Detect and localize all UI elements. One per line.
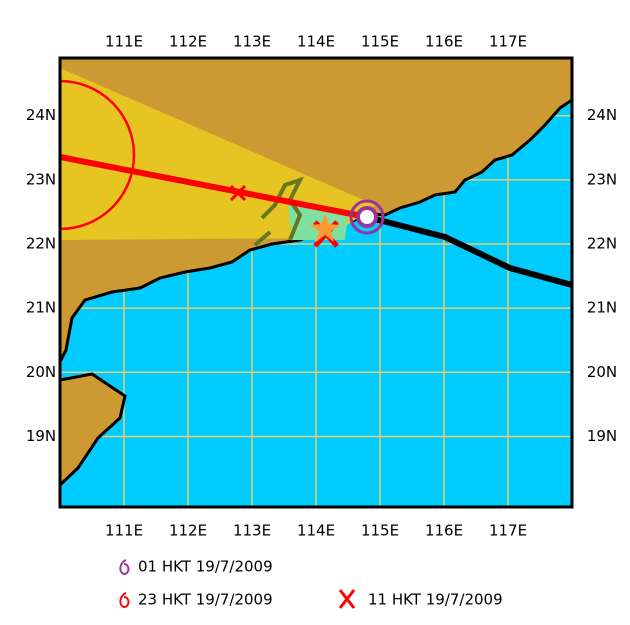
lat-label-right: 23N — [587, 170, 617, 188]
lon-label-bottom: 117E — [489, 522, 527, 540]
hk-star — [310, 214, 340, 242]
legend-label: 11 HKT 19/7/2009 — [368, 591, 503, 609]
lon-label-top: 112E — [169, 33, 207, 51]
lon-label-bottom: 115E — [361, 522, 399, 540]
forecast-cone — [60, 68, 375, 240]
past-track — [366, 214, 572, 288]
legend-label: 01 HKT 19/7/2009 — [138, 558, 273, 576]
lon-label-top: 116E — [425, 33, 463, 51]
legend-symbol-purple — [119, 559, 130, 576]
lon-label-top: 117E — [489, 33, 527, 51]
current-position-ring — [349, 199, 385, 235]
lon-label-bottom: 116E — [425, 522, 463, 540]
lat-label-left: 22N — [26, 235, 56, 253]
lat-label-left: 21N — [26, 299, 56, 317]
forecast-track — [60, 154, 368, 220]
map-frame — [58, 56, 574, 509]
lat-label-left: 20N — [26, 363, 56, 381]
legend-symbol-x — [338, 589, 356, 609]
axis-labels: 111E 111E 112E 112E 113E 113E 114E 114E 115E 115E… — [26, 33, 617, 540]
lat-label-left: 19N — [26, 427, 56, 445]
lat-label-right: 24N — [587, 106, 617, 124]
lat-label-left: 23N — [26, 170, 56, 188]
lon-label-bottom: 113E — [233, 522, 271, 540]
lat-label-right: 19N — [587, 427, 617, 445]
hainan-island — [60, 372, 127, 488]
lon-label-bottom: 112E — [169, 522, 207, 540]
forecast-point — [229, 184, 247, 202]
lon-label-bottom: 114E — [297, 522, 335, 540]
lat-label-right: 20N — [587, 363, 617, 381]
lon-label-top: 114E — [297, 33, 335, 51]
current-position — [356, 206, 378, 228]
legend: 01 HKT 19/7/2009 23 HKT 19/7/2009 11 HKT… — [119, 558, 503, 609]
pearl-delta — [253, 176, 304, 247]
radius-circle — [60, 79, 136, 231]
lon-label-top: 111E — [105, 33, 143, 51]
lon-label-bottom: 111E — [105, 522, 143, 540]
lat-label-right: 22N — [587, 235, 617, 253]
lat-label-left: 24N — [26, 106, 56, 124]
lon-label-top: 115E — [361, 33, 399, 51]
legend-symbol-red — [119, 592, 130, 609]
lon-label-top: 113E — [233, 33, 271, 51]
lat-label-right: 21N — [587, 299, 617, 317]
legend-label: 23 HKT 19/7/2009 — [138, 591, 273, 609]
map-area — [60, 58, 572, 507]
